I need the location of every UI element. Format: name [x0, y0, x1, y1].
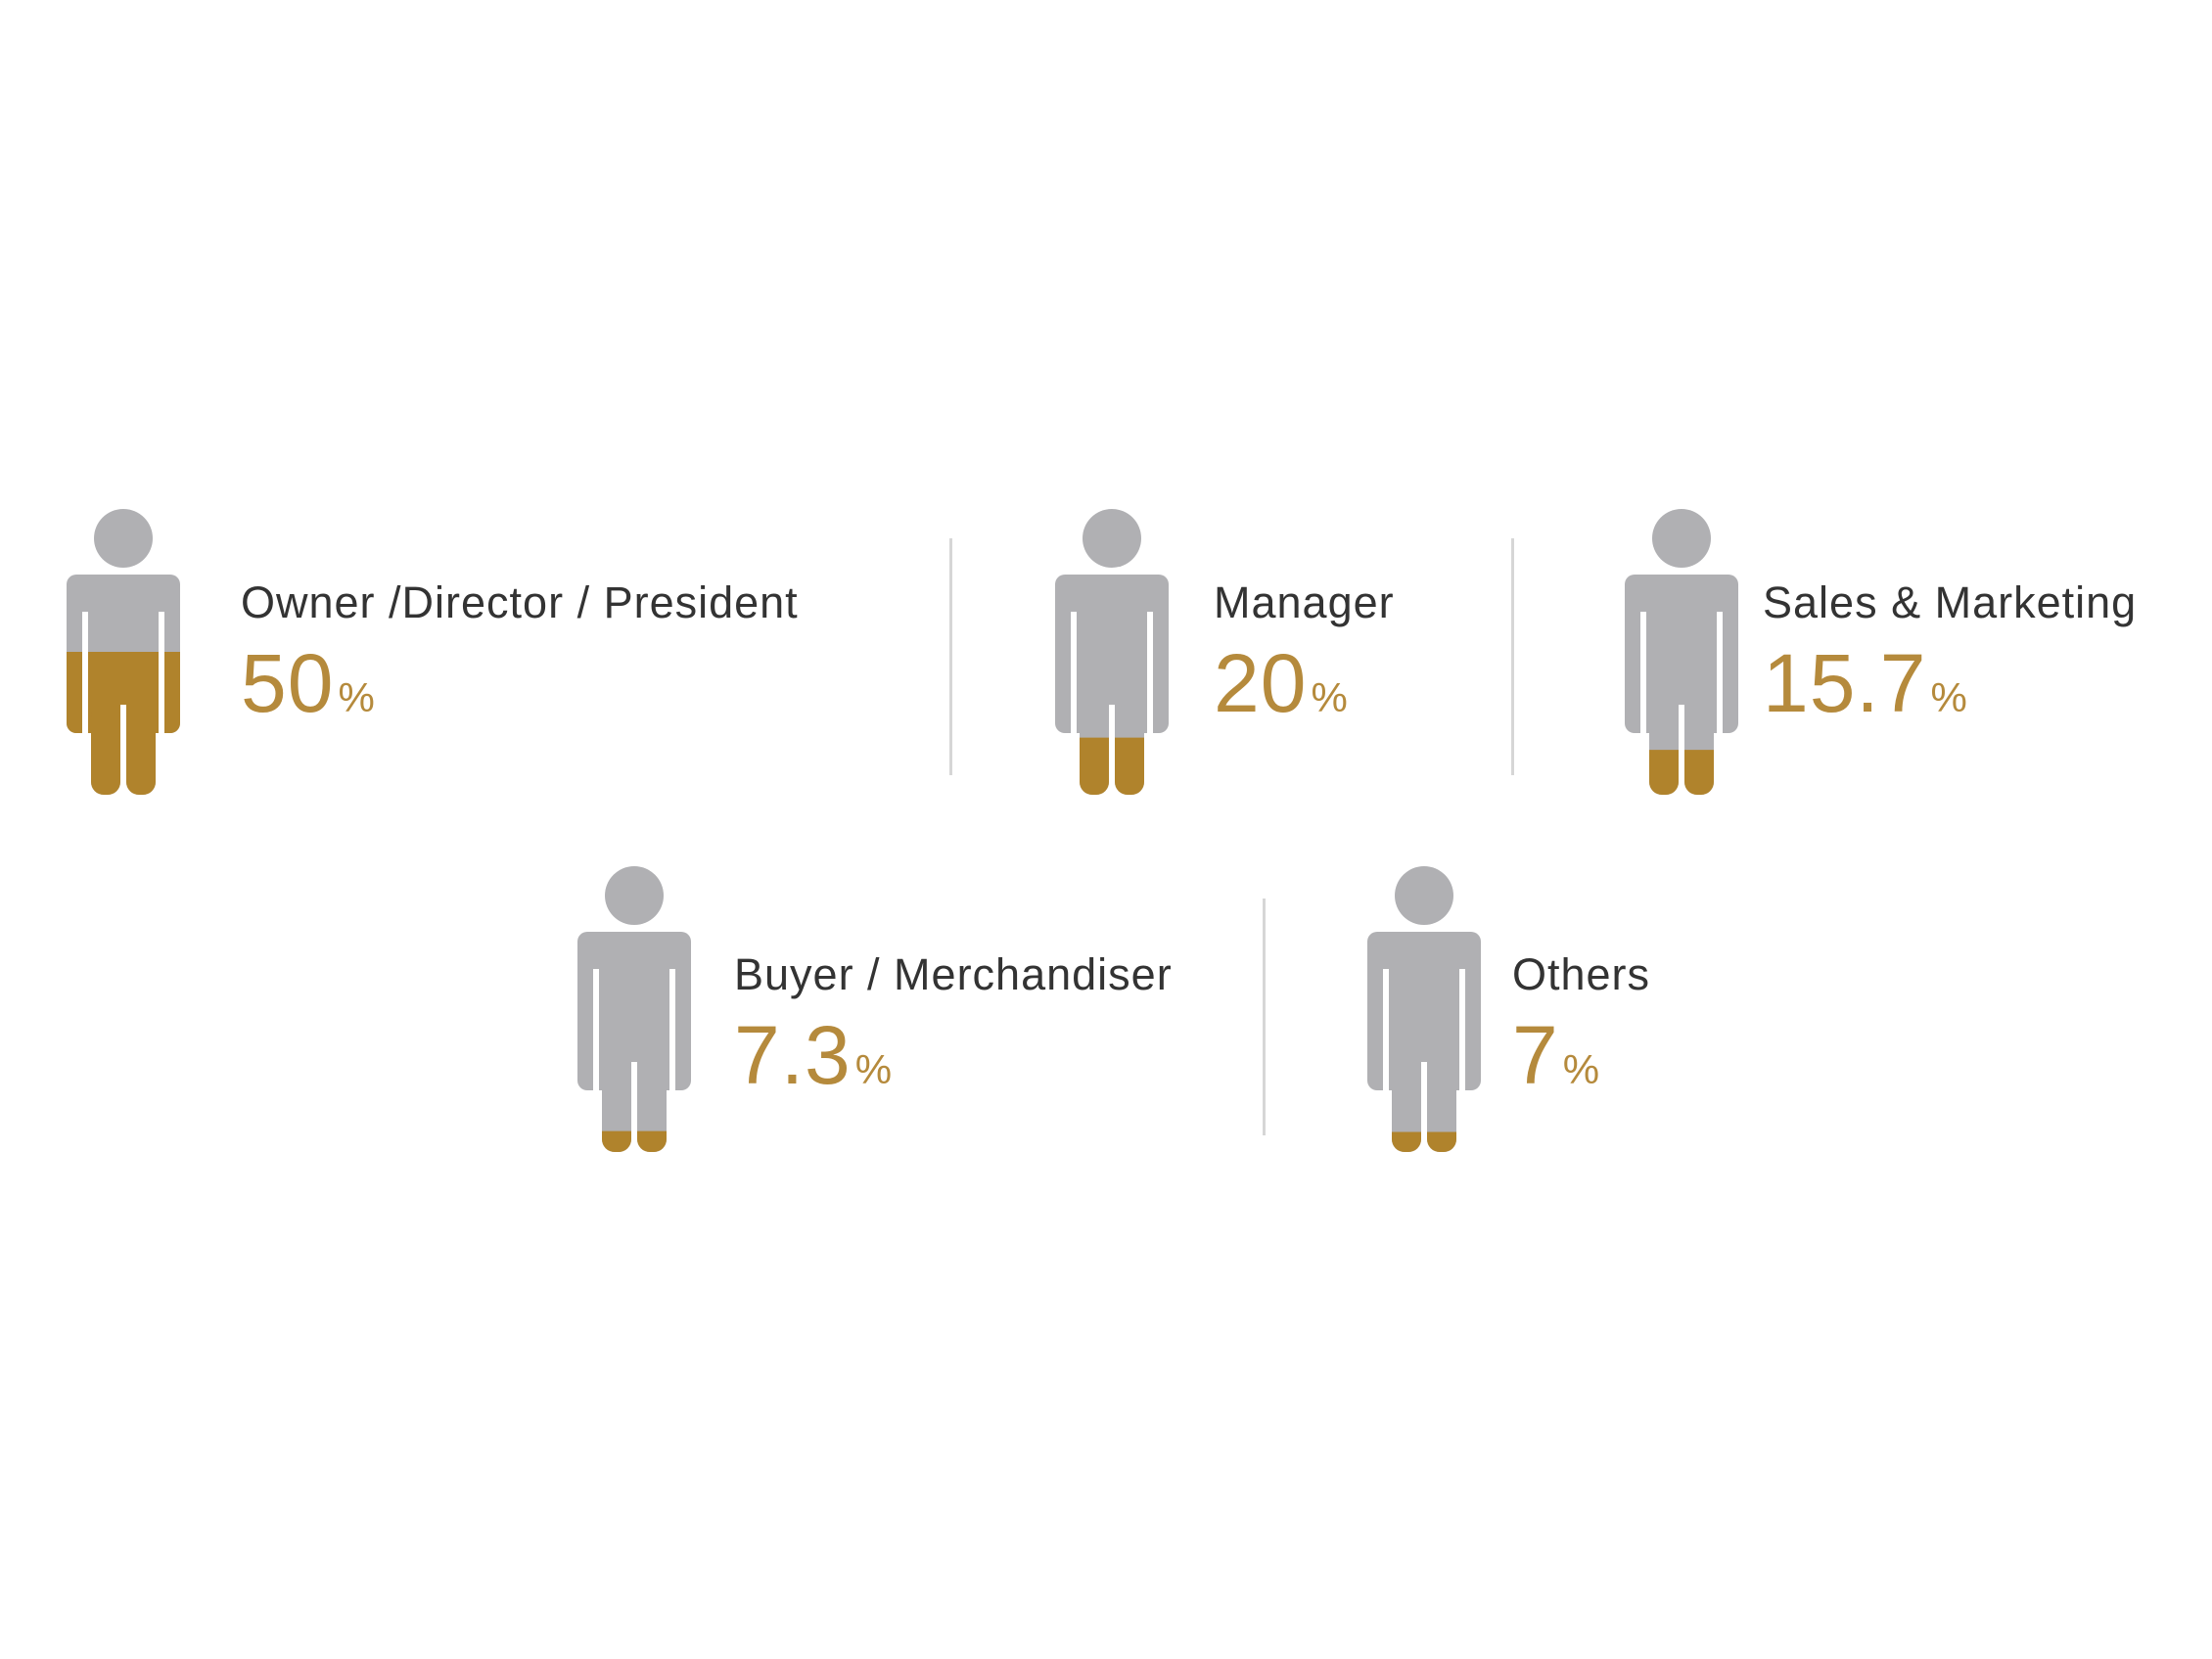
stat-label: Manager — [1214, 577, 1395, 627]
stat-value: 7.3% — [734, 1008, 893, 1103]
stat-value: 20% — [1214, 636, 1349, 731]
value-unit: % — [854, 1046, 894, 1092]
value-unit: % — [338, 674, 376, 720]
stat-label: Sales & Marketing — [1763, 577, 2138, 627]
value-number: 15.7 — [1763, 637, 1927, 729]
person-icon — [67, 509, 180, 795]
divider — [949, 538, 952, 775]
value-unit: % — [1562, 1046, 1601, 1092]
person-icon — [1055, 509, 1169, 795]
stat-value: 15.7% — [1763, 636, 1968, 731]
value-number: 20 — [1214, 637, 1308, 729]
divider — [1263, 899, 1266, 1135]
stat-value: 50% — [241, 636, 376, 731]
figure-base — [1625, 509, 1738, 795]
value-unit: % — [1311, 674, 1349, 720]
figure-fill-level — [1649, 750, 1714, 795]
value-number: 7 — [1512, 1009, 1559, 1101]
person-icon — [1625, 509, 1738, 795]
figure-fill-level — [1392, 1131, 1456, 1152]
figure-base — [577, 866, 691, 1152]
value-number: 7.3 — [734, 1009, 852, 1101]
figure-base — [1367, 866, 1481, 1152]
person-icon — [577, 866, 691, 1152]
divider — [1511, 538, 1514, 775]
figure-fill-level — [67, 652, 180, 795]
value-number: 50 — [241, 637, 335, 729]
stat-value: 7% — [1512, 1008, 1600, 1103]
stat-label: Owner /Director / President — [241, 577, 799, 627]
stat-label: Others — [1512, 949, 1651, 999]
value-unit: % — [1930, 674, 1968, 720]
figure-fill-level — [602, 1130, 667, 1152]
person-icon — [1367, 866, 1481, 1152]
figure-fill-level — [1071, 737, 1153, 795]
stat-label: Buyer / Merchandiser — [734, 949, 1173, 999]
